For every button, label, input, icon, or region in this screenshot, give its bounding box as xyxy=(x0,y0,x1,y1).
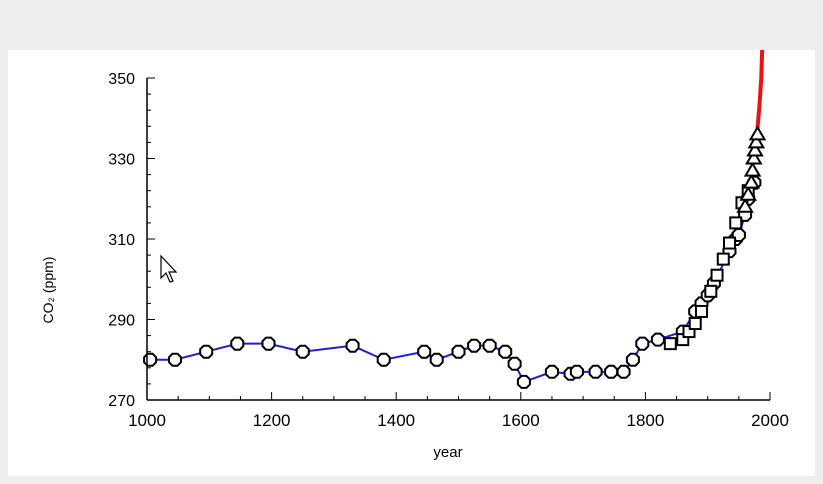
data-point-circle xyxy=(143,352,158,367)
y-axis-label: CO₂ (ppm) xyxy=(40,257,56,324)
data-point-circle xyxy=(417,344,432,359)
x-tick-label: 1200 xyxy=(253,411,291,430)
y-tick-label: 290 xyxy=(108,313,135,330)
data-point-circle xyxy=(429,352,444,367)
y-tick-label: 350 xyxy=(108,71,135,88)
data-point-square xyxy=(688,317,702,331)
data-point-square xyxy=(663,337,677,351)
data-point-square xyxy=(716,252,730,266)
data-point-circle xyxy=(588,364,603,379)
y-tick-label: 330 xyxy=(108,152,135,169)
mouse-cursor-icon xyxy=(160,254,178,283)
y-tick-label: 310 xyxy=(108,232,135,249)
data-point-circle xyxy=(168,352,182,367)
data-point-triangle xyxy=(742,173,761,189)
x-tick-label: 1800 xyxy=(626,411,664,430)
data-point-circle xyxy=(345,338,360,353)
data-point-circle xyxy=(650,332,665,347)
data-point-circle xyxy=(295,344,310,359)
data-point-circle xyxy=(498,344,513,359)
data-point-circle xyxy=(569,364,584,379)
data-point-square xyxy=(704,284,718,298)
data-point-circle xyxy=(507,356,522,371)
data-point-circle xyxy=(482,338,497,353)
data-point-circle xyxy=(544,364,559,379)
data-point-circle xyxy=(230,336,245,351)
x-tick-label: 1600 xyxy=(502,411,540,430)
data-point-triangle xyxy=(748,125,767,141)
x-axis-label: year xyxy=(433,444,462,461)
data-point-triangle xyxy=(747,133,766,149)
x-tick-label: 1000 xyxy=(128,411,166,430)
data-point-circle xyxy=(635,336,650,351)
data-point-square xyxy=(694,304,708,318)
data-point-circle xyxy=(451,344,466,359)
data-point-circle xyxy=(604,364,619,379)
chart-panel: 270 290 310 330 350 1000 1200 1400 1600 1800 2000 … xyxy=(8,50,815,476)
data-point-triangle xyxy=(736,197,754,213)
data-point-triangle xyxy=(739,185,757,201)
data-point-circle xyxy=(467,338,482,353)
data-point-square xyxy=(710,268,724,282)
y-tick-label: 270 xyxy=(108,393,135,410)
data-point-circle xyxy=(625,352,640,367)
data-point-circle xyxy=(199,344,214,359)
data-point-triangle xyxy=(746,141,764,157)
data-point-circle xyxy=(516,374,531,389)
data-point-triangle xyxy=(743,161,762,177)
x-tick-label: 1400 xyxy=(377,411,415,430)
x-tick-label: 2000 xyxy=(751,411,789,430)
data-point-circle xyxy=(376,352,391,367)
data-point-triangle xyxy=(745,149,763,165)
modern-co2-line xyxy=(754,50,765,143)
data-point-square xyxy=(723,236,737,250)
data-point-square xyxy=(729,216,743,230)
data-point-circle xyxy=(261,336,276,351)
data-point-circle xyxy=(616,364,631,379)
